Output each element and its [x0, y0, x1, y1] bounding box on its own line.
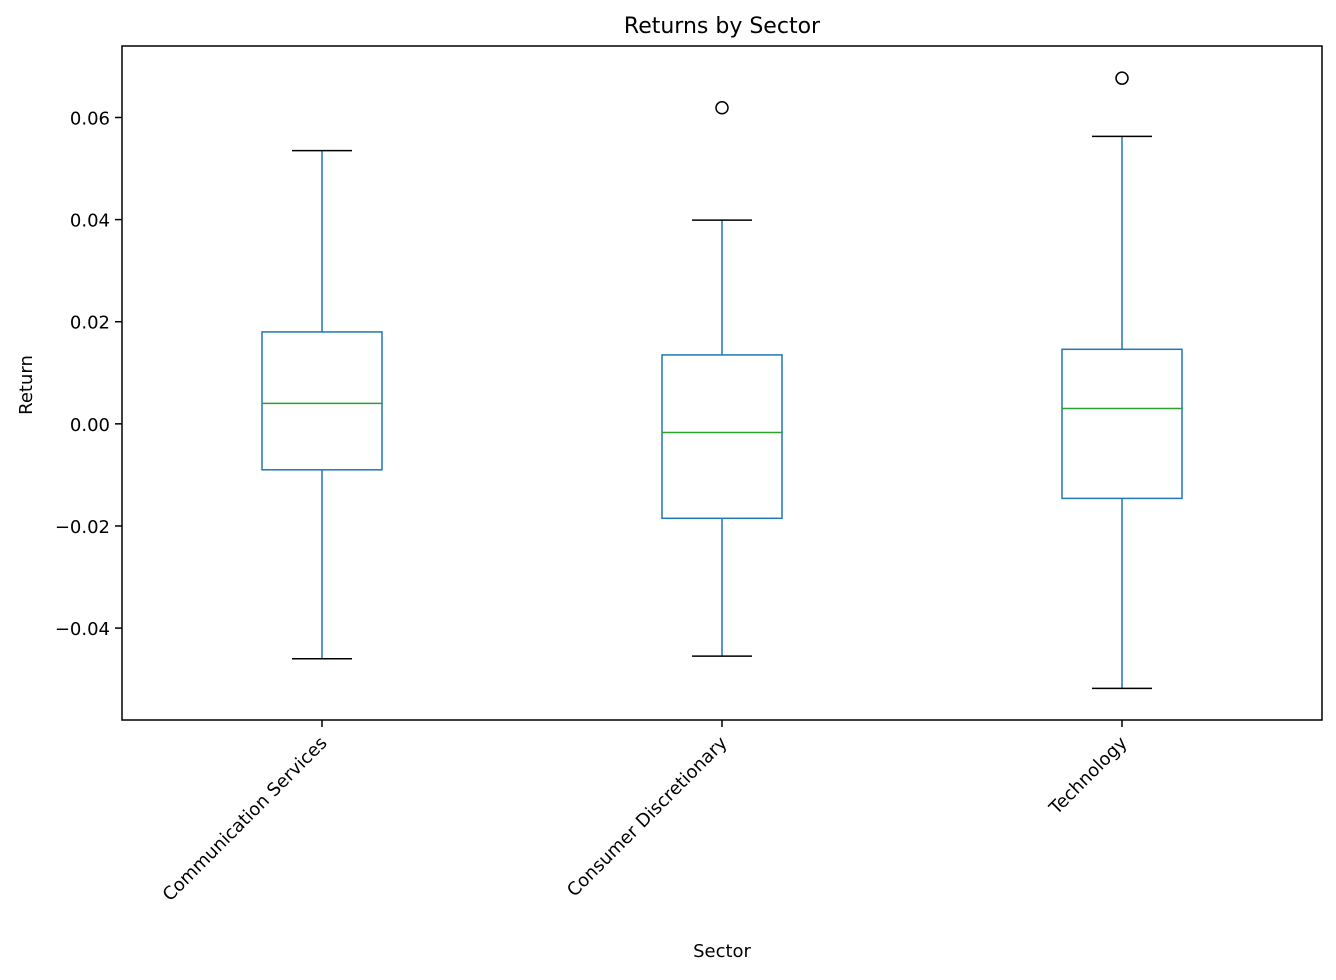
box-group [661, 101, 783, 657]
x-axis-label: Sector [693, 941, 751, 962]
outlier-point [1115, 71, 1129, 85]
y-tick-label: 0.04 [70, 211, 110, 232]
iqr-box [661, 354, 783, 520]
x-tick-label: Technology [1045, 732, 1132, 819]
iqr-box [1061, 348, 1183, 500]
y-axis-label: Return [16, 355, 37, 415]
x-tick-label: Consumer Discretionary [563, 732, 732, 901]
y-tick-label: −0.02 [55, 517, 110, 538]
box-group [1061, 71, 1183, 690]
x-axis: Communication Services Consumer Discretio… [159, 720, 1132, 906]
y-tick-label: −0.04 [55, 619, 110, 640]
box-series [261, 71, 1183, 690]
y-tick-label: 0.02 [70, 313, 110, 334]
x-tick-label: Communication Services [159, 733, 332, 906]
iqr-box [261, 331, 383, 471]
y-tick-label: 0.00 [70, 415, 110, 436]
outlier-point [715, 101, 729, 115]
y-axis: −0.04 −0.02 0.00 0.02 0.04 0.06 [55, 108, 122, 640]
chart-title: Returns by Sector [624, 14, 821, 39]
box-group [261, 149, 383, 660]
y-tick-label: 0.06 [70, 108, 110, 129]
